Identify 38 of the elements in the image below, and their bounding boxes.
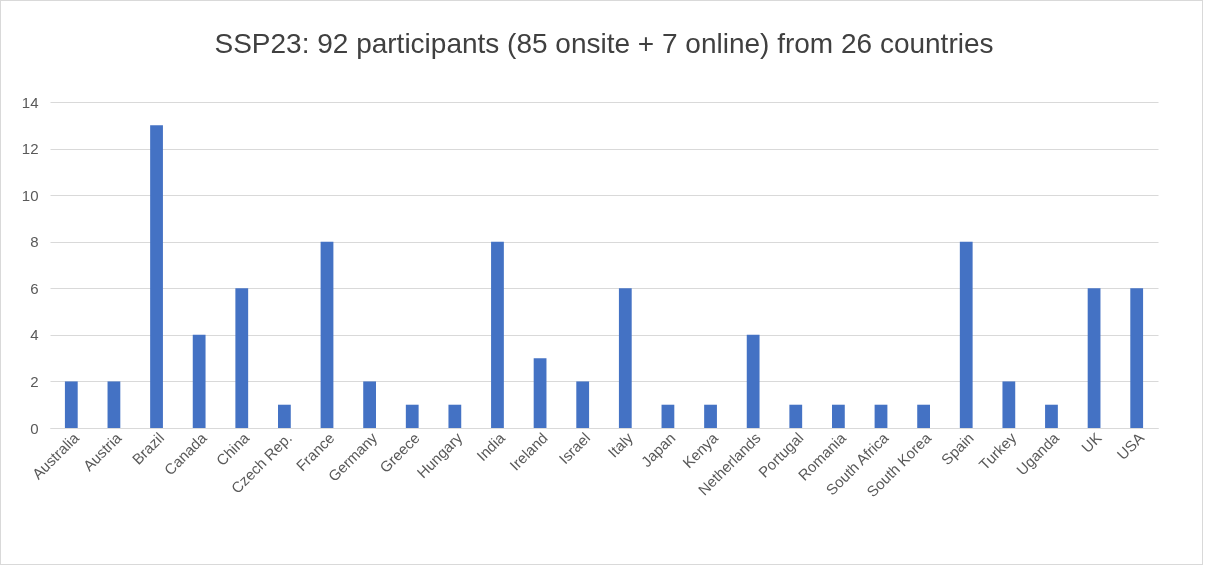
bar — [789, 404, 803, 428]
x-tick-label: Italy — [604, 428, 637, 461]
bar — [661, 404, 675, 428]
y-tick-label: 4 — [30, 326, 39, 344]
bar — [277, 404, 291, 428]
bar — [448, 404, 462, 428]
y-tick-label: 10 — [21, 186, 39, 204]
bar — [917, 404, 931, 428]
bar — [1130, 288, 1144, 428]
bar — [491, 241, 504, 428]
bar — [235, 288, 249, 428]
bar — [533, 358, 547, 428]
y-tick-label: 0 — [30, 419, 39, 437]
bar — [576, 381, 590, 428]
bar — [618, 288, 632, 428]
bar — [1087, 288, 1101, 428]
y-tick-label: 6 — [30, 279, 39, 297]
bar — [746, 334, 760, 428]
bar — [704, 404, 717, 428]
chart-title: SSP23: 92 participants (85 onsite + 7 online) from 26 countries — [214, 28, 994, 59]
x-tick-label: USA — [1113, 429, 1148, 463]
bar — [1045, 404, 1058, 428]
bar — [150, 125, 163, 428]
bar — [1002, 381, 1016, 428]
bar — [874, 404, 888, 428]
bar — [320, 241, 334, 428]
bar — [107, 381, 121, 428]
bar — [831, 404, 845, 428]
bar — [64, 381, 78, 428]
bar — [405, 404, 419, 428]
x-tick-label: UK — [1077, 429, 1105, 456]
bar — [959, 241, 973, 428]
bar — [363, 381, 377, 428]
bar — [192, 334, 206, 428]
y-tick-label: 12 — [21, 140, 39, 158]
y-tick-label: 2 — [30, 372, 39, 390]
y-tick-label: 14 — [21, 93, 39, 111]
y-tick-label: 8 — [30, 233, 39, 251]
